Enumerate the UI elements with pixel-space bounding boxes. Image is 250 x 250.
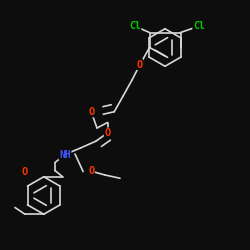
Text: O: O (104, 128, 110, 138)
Text: O: O (88, 107, 94, 117)
Text: NH: NH (59, 150, 71, 160)
Text: Cl: Cl (129, 21, 141, 31)
Text: O: O (22, 167, 28, 177)
Text: O: O (136, 60, 142, 70)
Text: O: O (88, 166, 94, 176)
Text: Cl: Cl (193, 21, 204, 31)
